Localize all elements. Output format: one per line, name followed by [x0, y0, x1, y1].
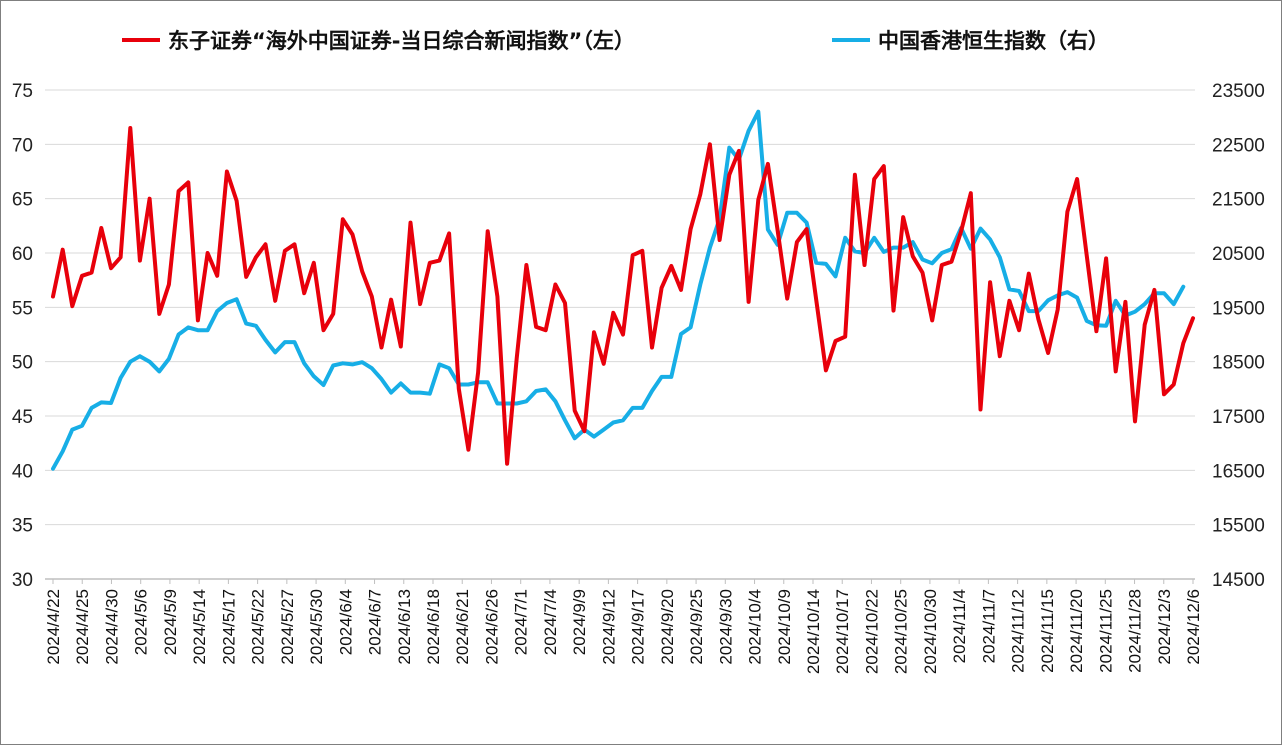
x-tick-label: 2024/11/28 [1126, 589, 1145, 673]
x-tick-label: 2024/5/30 [307, 589, 326, 665]
x-tick-label: 2024/9/9 [570, 589, 589, 655]
x-tick-label: 2024/5/6 [132, 589, 151, 655]
x-tick-label: 2024/11/7 [979, 589, 998, 663]
x-tick-label: 2024/7/1 [512, 589, 531, 655]
left-tick-label: 70 [12, 135, 33, 156]
x-tick-label: 2024/12/3 [1155, 589, 1174, 665]
x-tick-label: 2024/4/22 [44, 589, 63, 665]
gridlines [45, 89, 1195, 526]
x-tick-label: 2024/9/20 [658, 589, 677, 665]
right-tick-label: 14500 [1212, 570, 1265, 591]
x-tick-label: 2024/11/12 [1009, 589, 1028, 673]
x-tick-label: 2024/4/30 [102, 589, 121, 665]
x-tick-label: 2024/11/20 [1067, 589, 1086, 673]
legend-label: 东子证券“海外中国证券-当日综合新闻指数”（左） [168, 29, 635, 53]
x-tick-label: 2024/10/4 [746, 589, 765, 665]
hang-seng-line [51, 109, 1186, 471]
legend: 东子证券“海外中国证券-当日综合新闻指数”（左） 中国香港恒生指数（右） [122, 29, 1109, 53]
x-tick-label: 2024/10/17 [833, 589, 852, 674]
legend-label: 中国香港恒生指数（右） [878, 29, 1109, 53]
right-axis-ticks: 14500 15500 16500 17500 18500 19500 20500 21500… [1212, 81, 1265, 591]
x-axis-ticks: 2024/4/22 2024/4/25 2024/4/30 2024/5/6 2024/… [44, 579, 1203, 674]
left-tick-label: 55 [12, 298, 33, 319]
x-tick-label: 2024/6/26 [482, 589, 501, 665]
x-tick-label: 2024/11/15 [1038, 589, 1057, 673]
right-tick-label: 19500 [1212, 298, 1265, 319]
left-axis-ticks: 30 35 40 45 50 55 60 65 70 75 [12, 81, 33, 591]
left-tick-label: 35 [12, 516, 33, 537]
right-tick-label: 20500 [1212, 244, 1265, 265]
left-tick-label: 30 [12, 570, 33, 591]
left-tick-label: 40 [12, 461, 33, 482]
x-tick-label: 2024/12/6 [1184, 589, 1203, 665]
right-tick-label: 21500 [1212, 190, 1265, 211]
x-tick-label: 2024/11/25 [1096, 589, 1115, 673]
left-tick-label: 60 [12, 244, 33, 265]
right-tick-label: 15500 [1212, 516, 1265, 537]
left-tick-label: 45 [12, 407, 33, 428]
x-tick-label: 2024/5/17 [219, 589, 238, 665]
x-tick-label: 2024/10/25 [892, 589, 911, 674]
left-tick-label: 65 [12, 190, 33, 211]
x-tick-label: 2024/5/14 [190, 589, 209, 665]
right-tick-label: 17500 [1212, 407, 1265, 428]
right-tick-label: 22500 [1212, 135, 1265, 156]
x-tick-label: 2024/9/25 [687, 589, 706, 665]
x-tick-label: 2024/6/18 [424, 589, 443, 665]
x-tick-label: 2024/5/27 [278, 589, 297, 665]
x-tick-label: 2024/10/22 [862, 589, 881, 674]
x-tick-label: 2024/9/17 [629, 589, 648, 665]
x-tick-label: 2024/10/14 [804, 589, 823, 674]
x-tick-label: 2024/5/9 [161, 589, 180, 655]
left-tick-label: 75 [12, 81, 33, 102]
x-tick-label: 2024/4/25 [73, 589, 92, 665]
right-tick-label: 23500 [1212, 81, 1265, 102]
x-tick-label: 2024/6/7 [366, 589, 385, 655]
x-tick-label: 2024/6/21 [453, 589, 472, 665]
right-tick-label: 16500 [1212, 461, 1265, 482]
x-tick-label: 2024/9/12 [599, 589, 618, 665]
x-tick-label: 2024/10/9 [775, 589, 794, 665]
x-tick-label: 2024/6/4 [336, 589, 355, 655]
x-tick-label: 2024/5/22 [249, 589, 268, 665]
x-tick-label: 2024/9/30 [716, 589, 735, 665]
x-tick-label: 2024/7/4 [541, 589, 560, 655]
right-tick-label: 18500 [1212, 353, 1265, 374]
series-lines [51, 109, 1195, 471]
x-tick-label: 2024/11/4 [950, 589, 969, 663]
x-tick-label: 2024/10/30 [921, 589, 940, 674]
left-tick-label: 50 [12, 353, 33, 374]
x-tick-label: 2024/6/13 [395, 589, 414, 665]
news-index-line [51, 126, 1195, 466]
